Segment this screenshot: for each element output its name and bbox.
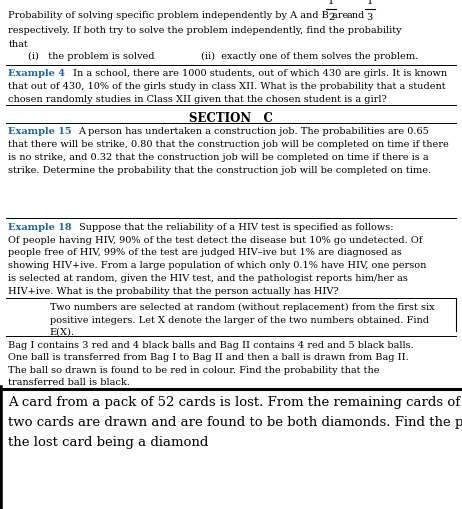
Text: Of people having HIV, 90% of the test detect the disease but 10% go undetected. : Of people having HIV, 90% of the test de…: [8, 236, 423, 245]
Text: that there will be strike, 0.80 that the construction job will be completed on t: that there will be strike, 0.80 that the…: [8, 140, 449, 150]
Text: is selected at random, given the HIV test, and the pathologist reports him/her a: is selected at random, given the HIV tes…: [8, 274, 408, 283]
Text: (ii)  exactly one of them solves the problem.: (ii) exactly one of them solves the prob…: [201, 52, 418, 61]
Text: (i)   the problem is solved: (i) the problem is solved: [28, 52, 154, 61]
Text: transferred ball is black.: transferred ball is black.: [8, 378, 130, 387]
Text: The ball so drawn is found to be red in colour. Find the probability that the: The ball so drawn is found to be red in …: [8, 366, 380, 375]
Text: 1: 1: [328, 0, 334, 6]
Text: SECTION   C: SECTION C: [189, 112, 273, 125]
Text: that out of 430, 10% of the girls study in class XII. What is the probability th: that out of 430, 10% of the girls study …: [8, 82, 446, 92]
Text: 1: 1: [366, 0, 373, 6]
Text: that: that: [8, 40, 28, 49]
Text: Example 18: Example 18: [8, 223, 75, 232]
Text: 3: 3: [366, 13, 373, 22]
Text: respectively. If both try to solve the problem independently, find the probabili: respectively. If both try to solve the p…: [8, 26, 402, 36]
Text: A card from a pack of 52 cards is lost. From the remaining cards of the pack,: A card from a pack of 52 cards is lost. …: [8, 396, 462, 409]
Text: 2: 2: [328, 13, 334, 22]
Text: showing HIV+ive. From a large population of which only 0.1% have HIV, one person: showing HIV+ive. From a large population…: [8, 261, 427, 270]
Text: HIV+ive. What is the probability that the person actually has HIV?: HIV+ive. What is the probability that th…: [8, 287, 339, 296]
Text: In a school, there are 1000 students, out of which 430 are girls. It is known: In a school, there are 1000 students, ou…: [73, 69, 447, 78]
Text: E(X).: E(X).: [50, 328, 75, 337]
Text: is no strike, and 0.32 that the construction job will be completed on time if th: is no strike, and 0.32 that the construc…: [8, 153, 429, 162]
Text: Example 15: Example 15: [8, 127, 75, 136]
Text: Probability of solving specific problem independently by A and B are: Probability of solving specific problem …: [8, 11, 348, 20]
Text: Example 4: Example 4: [8, 69, 69, 78]
Text: people free of HIV, 99% of the test are judged HIV–ive but 1% are diagnosed as: people free of HIV, 99% of the test are …: [8, 248, 402, 258]
Text: and: and: [346, 11, 365, 20]
Text: Suppose that the reliability of a HIV test is specified as follows:: Suppose that the reliability of a HIV te…: [79, 223, 393, 232]
Text: chosen randomly studies in Class XII given that the chosen student is a girl?: chosen randomly studies in Class XII giv…: [8, 95, 387, 104]
Text: A person has undertaken a construction job. The probabilities are 0.65: A person has undertaken a construction j…: [79, 127, 429, 136]
Text: two cards are drawn and are found to be both diamonds. Find the probability of: two cards are drawn and are found to be …: [8, 416, 462, 429]
Text: the lost card being a diamond: the lost card being a diamond: [8, 436, 209, 449]
Text: positive integers. Let X denote the larger of the two numbers obtained. Find: positive integers. Let X denote the larg…: [50, 316, 429, 325]
Text: strike. Determine the probability that the construction job will be completed on: strike. Determine the probability that t…: [8, 166, 432, 175]
Text: Two numbers are selected at random (without replacement) from the first six: Two numbers are selected at random (with…: [50, 303, 435, 312]
Text: One ball is transferred from Bag I to Bag II and then a ball is drawn from Bag I: One ball is transferred from Bag I to Ba…: [8, 353, 409, 362]
Text: Bag I contains 3 red and 4 black balls and Bag II contains 4 red and 5 black bal: Bag I contains 3 red and 4 black balls a…: [8, 341, 414, 350]
